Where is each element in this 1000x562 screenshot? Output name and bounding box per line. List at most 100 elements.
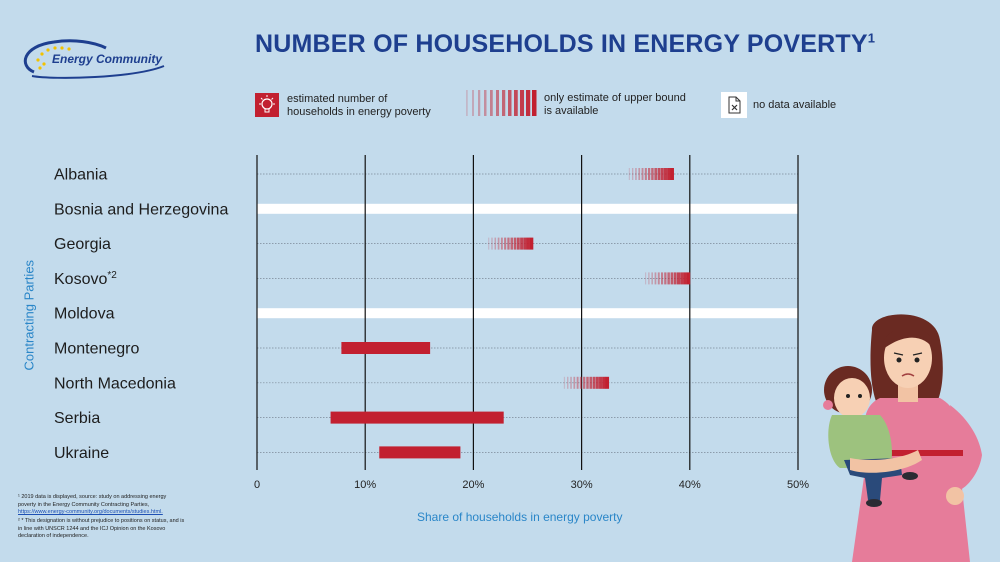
category-label: Serbia	[54, 410, 100, 427]
x-tick-label: 0	[254, 479, 260, 491]
upper-bound-mark	[605, 376, 610, 389]
footnote-2: ² * This designation is without prejudic…	[18, 518, 218, 541]
upper-bound-mark	[523, 237, 527, 250]
gradient-bar-icon	[466, 90, 537, 116]
upper-bound-mark	[670, 272, 674, 285]
footnote-1-link[interactable]: https://www.energy-community.org/documen…	[18, 509, 163, 515]
upper-bound-mark	[592, 376, 596, 389]
legend-gradient-mark	[514, 90, 518, 116]
upper-bound-mark	[661, 272, 664, 285]
upper-bound-mark	[631, 168, 634, 180]
category-label: North Macedonia	[54, 375, 176, 392]
upper-bound-mark	[507, 237, 510, 250]
legend-estimate-line1: estimated number of	[287, 93, 388, 105]
legend-estimate-label: estimated number of households in energy…	[287, 93, 457, 119]
legend-upper-bound-line2: is available	[544, 105, 599, 117]
upper-bound-mark	[602, 376, 606, 389]
legend-upper-bound-label: only estimate of upper bound is availabl…	[544, 92, 714, 118]
upper-bound-mark	[504, 237, 507, 250]
upper-bound-mark	[599, 376, 603, 389]
x-tick-label: 40%	[679, 479, 701, 491]
upper-bound-mark	[586, 376, 589, 389]
upper-bound-mark	[651, 168, 654, 180]
upper-bound-mark	[647, 168, 651, 180]
page-title: NUMBER OF HOUSEHOLDS IN ENERGY POVERTY1	[255, 30, 875, 59]
x-tick-label: 30%	[571, 479, 593, 491]
upper-bound-mark	[680, 272, 684, 285]
no-data-file-icon	[721, 92, 747, 118]
upper-bound-mark	[583, 376, 586, 389]
category-label: Georgia	[54, 236, 111, 253]
upper-bound-mark	[526, 237, 530, 250]
legend-no-data-label: no data available	[753, 99, 837, 111]
upper-bound-mark	[510, 237, 513, 250]
upper-bound-mark	[654, 168, 658, 180]
legend-gradient-mark	[478, 90, 481, 116]
upper-bound-mark	[520, 237, 524, 250]
upper-bound-mark	[657, 168, 661, 180]
footnote-1-line1: ¹ 2019 data is displayed, source: study …	[18, 494, 167, 500]
upper-bound-mark	[667, 272, 670, 285]
category-label: Bosnia and Herzegovina	[54, 201, 228, 218]
x-tick-label: 50%	[787, 479, 809, 491]
footnote-2-line3: declaration of independence.	[18, 533, 89, 539]
upper-bound-mark	[677, 272, 681, 285]
upper-bound-mark	[673, 272, 677, 285]
category-footnote-mark: *2	[107, 270, 117, 281]
legend-gradient-mark	[526, 90, 531, 116]
legend-gradient-mark	[508, 90, 512, 116]
logo-text: Energy Community	[52, 52, 163, 66]
estimate-bar	[341, 342, 431, 354]
category-label: Ukraine	[54, 445, 109, 462]
title-text: NUMBER OF HOUSEHOLDS IN ENERGY POVERTY	[255, 30, 868, 58]
lightbulb-icon	[255, 93, 279, 117]
upper-bound-mark	[516, 237, 520, 250]
upper-bound-mark	[660, 168, 664, 180]
legend-gradient-mark	[502, 90, 506, 116]
legend-gradient-mark	[472, 90, 474, 116]
legend-gradient-mark	[490, 90, 493, 116]
upper-bound-mark	[651, 272, 653, 285]
category-label: Kosovo*2	[54, 270, 117, 288]
title-footnote-mark: 1	[867, 30, 876, 46]
upper-bound-mark	[579, 376, 582, 389]
upper-bound-mark	[683, 272, 687, 285]
estimate-bar	[379, 446, 461, 459]
upper-bound-mark	[595, 376, 599, 389]
legend-gradient-mark	[496, 90, 499, 116]
legend-estimate-line2: households in energy poverty	[287, 106, 431, 118]
upper-bound-mark	[563, 376, 566, 389]
no-data-band	[257, 203, 798, 214]
category-label: Albania	[54, 167, 107, 184]
upper-bound-mark	[641, 168, 644, 180]
footnote-1-line2: poverty in the Energy Community Contract…	[18, 501, 150, 508]
upper-bound-mark	[628, 168, 630, 180]
upper-bound-mark	[635, 168, 637, 180]
upper-bound-mark	[576, 376, 579, 389]
upper-bound-mark	[494, 237, 497, 250]
upper-bound-mark	[638, 168, 641, 180]
upper-bound-mark	[667, 168, 671, 180]
upper-bound-mark	[644, 168, 647, 180]
upper-bound-mark	[663, 168, 668, 180]
footnote-2-line2: in line with UNSCR 1244 and the ICJ Opin…	[18, 525, 166, 532]
upper-bound-mark	[529, 237, 534, 250]
legend-gradient-mark	[484, 90, 487, 116]
upper-bound-mark	[654, 272, 657, 285]
upper-bound-mark	[686, 272, 691, 285]
upper-bound-mark	[645, 272, 647, 285]
upper-bound-mark	[670, 168, 674, 180]
x-tick-label: 20%	[462, 479, 484, 491]
energy-community-logo	[23, 39, 165, 79]
x-tick-label: 10%	[354, 479, 376, 491]
upper-bound-mark	[570, 376, 572, 389]
no-data-band	[257, 308, 798, 319]
upper-bound-mark	[497, 237, 500, 250]
footnote-2-line1: ² * This designation is without prejudic…	[18, 518, 185, 524]
mother-child-illustration	[823, 314, 982, 562]
estimate-bar	[330, 411, 504, 424]
upper-bound-mark	[657, 272, 660, 285]
upper-bound-mark	[567, 376, 569, 389]
category-label: Moldova	[54, 306, 115, 323]
